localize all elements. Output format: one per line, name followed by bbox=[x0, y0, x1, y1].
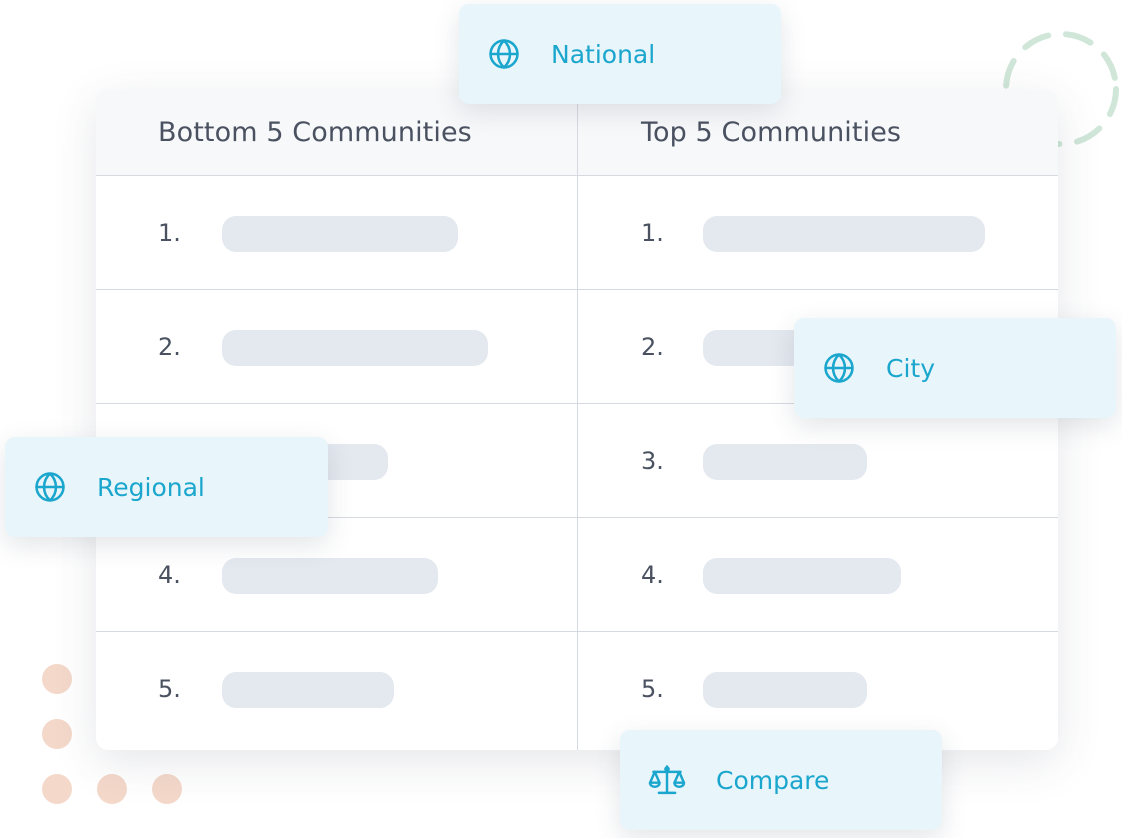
communities-table-card: Bottom 5 Communities 1. 2. 3. 4. 5. Top … bbox=[96, 90, 1058, 750]
column-header: Top 5 Communities bbox=[578, 90, 1058, 176]
globe-icon bbox=[822, 351, 856, 385]
placeholder-bar bbox=[222, 672, 394, 708]
globe-icon bbox=[33, 470, 67, 504]
globe-icon bbox=[487, 37, 521, 71]
placeholder-bar bbox=[222, 558, 438, 594]
rank-number: 5. bbox=[158, 675, 181, 703]
decorative-dot bbox=[97, 774, 127, 804]
rank-number: 4. bbox=[641, 561, 664, 589]
city-chip-label: City bbox=[886, 353, 935, 383]
regional-chip[interactable]: Regional bbox=[5, 437, 328, 537]
table-row[interactable]: 4. bbox=[96, 518, 577, 632]
decorative-dot bbox=[42, 719, 72, 749]
placeholder-bar bbox=[703, 672, 867, 708]
rank-number: 1. bbox=[158, 219, 181, 247]
rank-number: 2. bbox=[158, 333, 181, 361]
decorative-dot bbox=[42, 664, 72, 694]
scale-icon bbox=[648, 763, 686, 797]
top-communities-column: Top 5 Communities 1. 2. 3. 4. 5. bbox=[577, 90, 1058, 750]
rank-number: 4. bbox=[158, 561, 181, 589]
compare-chip-label: Compare bbox=[716, 765, 830, 795]
placeholder-bar bbox=[222, 330, 488, 366]
placeholder-bar bbox=[703, 216, 985, 252]
table-row[interactable]: 2. bbox=[96, 290, 577, 404]
rank-number: 1. bbox=[641, 219, 664, 247]
compare-chip[interactable]: Compare bbox=[620, 730, 942, 830]
table-row[interactable]: 5. bbox=[578, 632, 1058, 746]
placeholder-bar bbox=[703, 558, 901, 594]
placeholder-bar bbox=[222, 216, 458, 252]
dashed-ring-decoration bbox=[1003, 31, 1119, 147]
rank-number: 5. bbox=[641, 675, 664, 703]
rank-number: 2. bbox=[641, 333, 664, 361]
city-chip[interactable]: City bbox=[794, 318, 1116, 418]
bottom-communities-title: Bottom 5 Communities bbox=[158, 117, 472, 148]
table-row[interactable]: 1. bbox=[578, 176, 1058, 290]
table-row[interactable]: 3. bbox=[578, 404, 1058, 518]
national-chip-label: National bbox=[551, 39, 656, 69]
bottom-communities-column: Bottom 5 Communities 1. 2. 3. 4. 5. bbox=[96, 90, 577, 750]
regional-chip-label: Regional bbox=[97, 472, 205, 502]
column-header: Bottom 5 Communities bbox=[96, 90, 577, 176]
decorative-dot bbox=[42, 774, 72, 804]
top-communities-title: Top 5 Communities bbox=[641, 117, 902, 148]
table-row[interactable]: 4. bbox=[578, 518, 1058, 632]
decorative-dot bbox=[152, 774, 182, 804]
national-chip[interactable]: National bbox=[459, 4, 781, 104]
rank-number: 3. bbox=[641, 447, 664, 475]
table-row[interactable]: 5. bbox=[96, 632, 577, 746]
placeholder-bar bbox=[703, 444, 867, 480]
table-row[interactable]: 1. bbox=[96, 176, 577, 290]
